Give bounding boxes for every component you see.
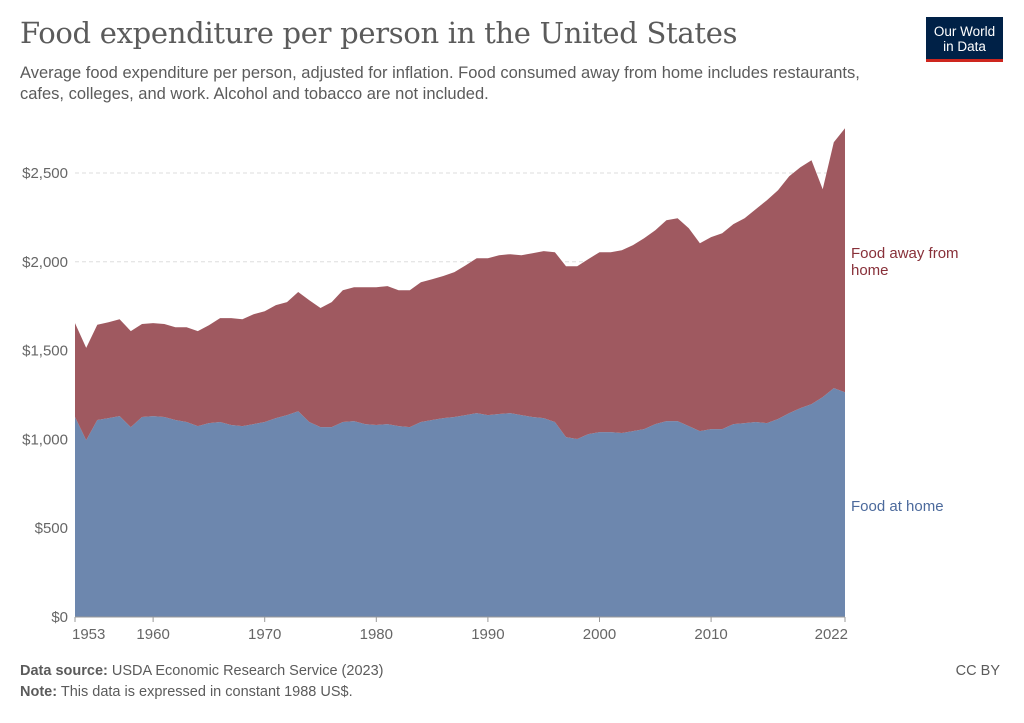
series-labels: Food at home Food away from home: [851, 245, 959, 515]
y-tick-label: $1,500: [22, 343, 68, 360]
chart-subtitle: Average food expenditure per person, adj…: [20, 64, 860, 103]
x-tick-label: 2022: [815, 626, 848, 643]
area-food-at-home[interactable]: [75, 388, 845, 617]
y-tick-label: $2,500: [22, 165, 68, 182]
data-source-text[interactable]: USDA Economic Research Service (2023): [111, 663, 384, 679]
x-tick-label: 2000: [583, 626, 616, 643]
x-tick-label: 1990: [471, 626, 504, 643]
chart-title: Food expenditure per person in the Unite…: [20, 16, 738, 50]
y-tick-label: $0: [51, 609, 68, 626]
owid-logo[interactable]: Our World in Data: [926, 17, 1003, 62]
y-axis: $0 $500 $1,000 $1,500 $2,000 $2,500: [22, 165, 68, 626]
areas: [75, 128, 845, 617]
license[interactable]: CC BY: [955, 663, 1000, 679]
data-source: Data source: USDA Economic Research Serv…: [20, 663, 383, 679]
x-tick-label: 1970: [248, 626, 281, 643]
series-label-food-at-home: Food at home: [851, 498, 944, 515]
series-label-food-away-from-home: Food away from home: [851, 245, 959, 279]
note: Note: This data is expressed in constant…: [20, 684, 353, 700]
y-tick-label: $1,000: [22, 431, 68, 448]
data-source-label: Data source:: [20, 663, 108, 679]
x-tick-label: 1953: [72, 626, 105, 643]
x-tick-label: 1980: [360, 626, 393, 643]
y-tick-label: $2,000: [22, 254, 68, 271]
x-tick-label: 1960: [136, 626, 169, 643]
y-tick-label: $500: [35, 520, 68, 537]
x-axis: 1953 1960 1970 1980 1990 2000 2010 2022: [72, 616, 848, 643]
logo-line-1: Our World: [933, 24, 996, 39]
x-tick-label: 2010: [694, 626, 727, 643]
note-label: Note:: [20, 684, 58, 700]
logo-line-2: in Data: [943, 39, 986, 54]
area-food-away-from-home[interactable]: [75, 128, 845, 441]
note-text: This data is expressed in constant 1988 …: [60, 684, 353, 700]
